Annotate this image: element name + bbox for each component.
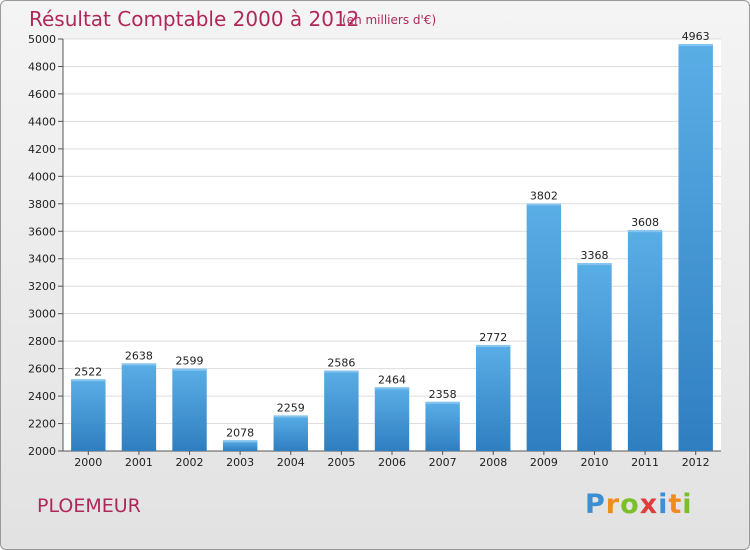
x-tick-label: 2008 — [479, 456, 507, 469]
bar — [678, 44, 713, 452]
proxiti-logo: Proxiti — [585, 489, 693, 520]
bar — [273, 415, 308, 451]
y-tick-label: 4400 — [28, 115, 56, 128]
x-tick-label: 2006 — [378, 456, 406, 469]
bar — [627, 230, 663, 451]
data-label: 2522 — [74, 365, 102, 378]
bar — [577, 263, 612, 451]
bar — [222, 440, 258, 451]
bar-highlight — [476, 344, 511, 347]
logo-letter: x — [639, 489, 659, 520]
bar — [476, 344, 511, 451]
bar-highlight — [71, 379, 106, 382]
x-tick-label: 2012 — [682, 456, 710, 469]
y-tick-label: 3000 — [28, 308, 56, 321]
commune-name: PLOEMEUR — [37, 495, 141, 517]
y-tick-label: 3600 — [28, 225, 56, 238]
bar-highlight — [121, 363, 157, 366]
bar-highlight — [374, 387, 410, 390]
x-tick-label: 2007 — [429, 456, 457, 469]
logo-letter: t — [668, 489, 683, 520]
data-label: 2464 — [378, 373, 406, 386]
bar — [324, 370, 359, 451]
bar-highlight — [577, 263, 612, 266]
data-label: 2772 — [479, 331, 507, 344]
y-tick-label: 4600 — [28, 88, 56, 101]
data-label: 3802 — [530, 190, 558, 203]
y-tick-label: 3200 — [28, 280, 56, 293]
x-tick-label: 2003 — [226, 456, 254, 469]
bar-highlight — [627, 230, 663, 233]
x-tick-label: 2001 — [125, 456, 153, 469]
y-tick-label: 4200 — [28, 143, 56, 156]
chart-title: Résultat Comptable 2000 à 2012 — [29, 7, 360, 31]
x-tick-label: 2009 — [530, 456, 558, 469]
data-label: 2586 — [327, 357, 355, 370]
data-label: 2599 — [176, 355, 204, 368]
y-tick-label: 2600 — [28, 363, 56, 376]
bar-highlight — [172, 368, 207, 371]
x-tick-label: 2000 — [74, 456, 102, 469]
x-tick-label: 2004 — [277, 456, 305, 469]
x-tick-label: 2005 — [327, 456, 355, 469]
y-tick-label: 2000 — [28, 445, 56, 458]
bar-highlight — [425, 401, 460, 404]
bar — [374, 387, 410, 451]
chart-subtitle: (en milliers d'€) — [342, 13, 437, 27]
bar-highlight — [526, 203, 562, 206]
bar-highlight — [324, 370, 359, 373]
bar — [71, 379, 106, 451]
y-tick-label: 2400 — [28, 390, 56, 403]
y-tick-label: 3400 — [28, 253, 56, 266]
y-tick-label: 4000 — [28, 170, 56, 183]
logo-letter: r — [605, 489, 621, 520]
x-tick-label: 2011 — [631, 456, 659, 469]
bar-highlight — [678, 44, 713, 47]
data-label: 2078 — [226, 426, 254, 439]
data-label: 4963 — [682, 30, 710, 43]
bar — [172, 368, 207, 451]
bar-highlight — [273, 415, 308, 418]
bar — [425, 401, 460, 451]
bar — [526, 203, 562, 451]
data-label: 2259 — [277, 401, 305, 414]
bar-highlight — [222, 440, 258, 443]
y-tick-label: 4800 — [28, 60, 56, 73]
y-tick-label: 5000 — [28, 33, 56, 46]
logo-letter: o — [620, 489, 640, 520]
data-label: 3608 — [631, 216, 659, 229]
logo-letter: P — [585, 489, 606, 520]
y-tick-label: 2200 — [28, 418, 56, 431]
data-label: 2638 — [125, 349, 153, 362]
logo-letter: i — [658, 489, 669, 520]
y-tick-label: 2800 — [28, 335, 56, 348]
logo-letter: i — [682, 489, 693, 520]
data-label: 2358 — [429, 388, 457, 401]
bar — [121, 363, 157, 451]
x-tick-label: 2010 — [580, 456, 608, 469]
x-tick-label: 2002 — [176, 456, 204, 469]
data-label: 3368 — [580, 249, 608, 262]
y-tick-label: 3800 — [28, 198, 56, 211]
